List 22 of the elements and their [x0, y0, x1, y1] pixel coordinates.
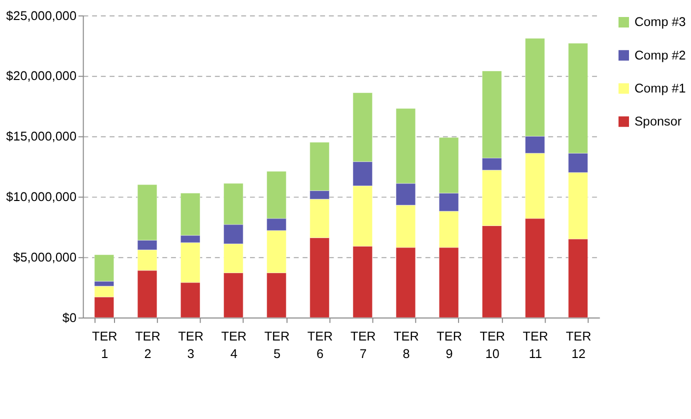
x-tick-label: TER 9: [436, 329, 462, 361]
x-tick-label: TER 11: [522, 329, 548, 361]
x-tick-label: TER 1: [92, 329, 118, 361]
y-tick-label: $5,000,000: [13, 250, 77, 265]
x-tick-label: TER 6: [307, 329, 333, 361]
x-tick-label: TER 5: [264, 329, 290, 361]
legend-label: Sponsor: [634, 114, 682, 129]
legend-label: Comp #1: [634, 81, 686, 96]
y-tick-label: $15,000,000: [6, 130, 77, 144]
legend-label: Comp #3: [634, 15, 686, 30]
x-tick-label: TER 4: [221, 329, 247, 361]
x-tick-label: TER 10: [480, 329, 506, 361]
x-tick-label: TER 12: [566, 329, 592, 361]
y-tick-label: $10,000,000: [6, 190, 77, 204]
x-tick-label: TER 2: [135, 329, 160, 361]
x-tick-label: TER 7: [350, 329, 376, 361]
legend-label: Comp #2: [634, 48, 686, 62]
y-tick-label: $20,000,000: [6, 69, 77, 84]
y-tick-label: $0: [62, 310, 77, 325]
x-tick-label: TER 3: [178, 329, 204, 361]
x-tick-label: TER 8: [394, 329, 419, 361]
y-tick-label: $25,000,000: [6, 8, 77, 23]
